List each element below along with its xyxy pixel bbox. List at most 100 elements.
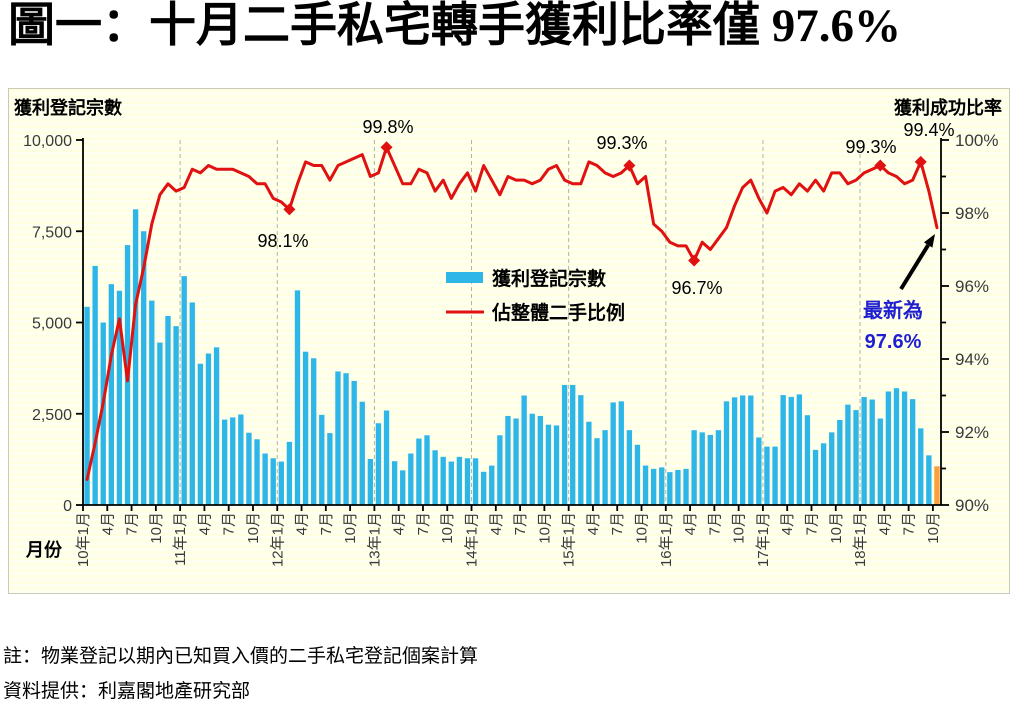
page-title: 圖一：十月二手私宅轉手獲利比率僅 97.6% (8, 0, 901, 52)
bar (230, 417, 236, 505)
bar (545, 424, 552, 505)
bar (262, 453, 268, 505)
bar (893, 388, 900, 505)
x-tick-label: 4月 (488, 512, 505, 535)
bar (667, 472, 673, 505)
right-tick-label: 90% (955, 496, 989, 515)
bar (642, 465, 649, 505)
x-tick-label: 11年1月 (172, 512, 189, 566)
bar (837, 419, 843, 505)
legend-line-label: 佔整體二手比例 (491, 301, 625, 324)
bar (246, 432, 252, 505)
bar (529, 413, 535, 505)
bar (100, 322, 106, 505)
marker-diamond (914, 155, 927, 168)
x-tick-label: 17年1月 (755, 512, 772, 567)
x-tick-label: 4月 (99, 512, 116, 535)
bar (311, 358, 317, 505)
left-tick-label: 0 (63, 498, 72, 515)
bar (715, 430, 722, 505)
left-tick-label: 10,000 (23, 133, 72, 150)
bar (400, 470, 406, 505)
annotation-label: 99.3% (845, 137, 896, 157)
x-tick-label: 7月 (609, 512, 626, 535)
bar (278, 461, 284, 505)
marker-diamond (380, 141, 393, 154)
bar (375, 423, 382, 505)
x-tick-label: 10月 (439, 512, 456, 544)
bar (578, 395, 584, 505)
bar (861, 396, 867, 505)
chart-canvas: 98.1% 99.8% 99.3% 96.7% 99.3% 99.4% 10,000 7,50… (14, 97, 1002, 567)
x-tick-label: 7月 (221, 512, 238, 535)
bar (367, 459, 374, 505)
bar (213, 347, 220, 505)
x-tick-label: 4月 (391, 512, 408, 535)
bar (877, 418, 883, 505)
bar (764, 446, 770, 505)
bar (780, 395, 786, 505)
x-tick-label: 15年1月 (561, 512, 578, 567)
bar (926, 455, 932, 505)
bar (132, 209, 139, 505)
bar (820, 443, 827, 505)
x-tick-label: 10月 (828, 512, 845, 544)
bar (302, 351, 309, 505)
bar (157, 342, 163, 505)
x-tick-label: 10年1月 (75, 512, 92, 567)
x-tick-label: 12年1月 (269, 512, 286, 567)
x-tick-label: 7月 (901, 512, 918, 535)
bar (84, 306, 90, 505)
bar (756, 437, 762, 505)
x-tick-label: 7月 (318, 512, 335, 535)
x-tick-label: 4月 (682, 512, 699, 535)
bar (351, 380, 357, 505)
bar (286, 441, 293, 505)
bar (740, 395, 746, 505)
annotation-label: 99.3% (596, 133, 647, 153)
bar (723, 401, 730, 505)
ratio-line (85, 145, 939, 481)
latest-value-note: 最新為 (863, 298, 923, 322)
bar-series (84, 209, 940, 505)
right-tick-label: 100% (955, 131, 998, 150)
left-tick-label: 5,000 (32, 316, 72, 333)
bar (270, 458, 276, 505)
bar (869, 399, 875, 505)
bar (885, 391, 892, 505)
bar (497, 435, 503, 505)
x-tick-label: 10月 (342, 512, 359, 544)
bar (675, 469, 681, 505)
x-tick-label: 7月 (415, 512, 432, 535)
bar (424, 435, 430, 505)
bar (918, 428, 924, 505)
bar (748, 395, 754, 505)
x-axis-title: 月份 (25, 539, 63, 560)
bar (359, 401, 365, 505)
x-tick-label: 7月 (124, 512, 141, 535)
bar (165, 315, 171, 505)
bar (699, 432, 705, 505)
bar (205, 353, 212, 505)
right-tick-label: 92% (955, 423, 989, 442)
x-tick-label: 4月 (196, 512, 213, 535)
x-tick-label: 10月 (245, 512, 262, 544)
bar (804, 415, 811, 505)
bar (92, 265, 98, 505)
bar (618, 401, 624, 505)
legend-bar-label: 獲利登記宗數 (492, 267, 606, 290)
bar (448, 461, 454, 505)
left-tick-label: 2,500 (32, 407, 72, 424)
chart-area: 98.1% 99.8% 99.3% 96.7% 99.3% 99.4% 10,000 7,50… (8, 88, 1010, 594)
x-tick-label: 13年1月 (366, 512, 383, 567)
bar (594, 438, 600, 505)
x-tick-label: 10月 (634, 512, 651, 544)
x-tick-label: 14年1月 (464, 512, 481, 567)
x-tick-label: 10月 (925, 512, 942, 544)
bar (731, 397, 738, 505)
bar (464, 458, 471, 505)
bar (327, 433, 333, 505)
bar (489, 465, 495, 505)
latest-value-note: 97.6% (865, 331, 922, 353)
